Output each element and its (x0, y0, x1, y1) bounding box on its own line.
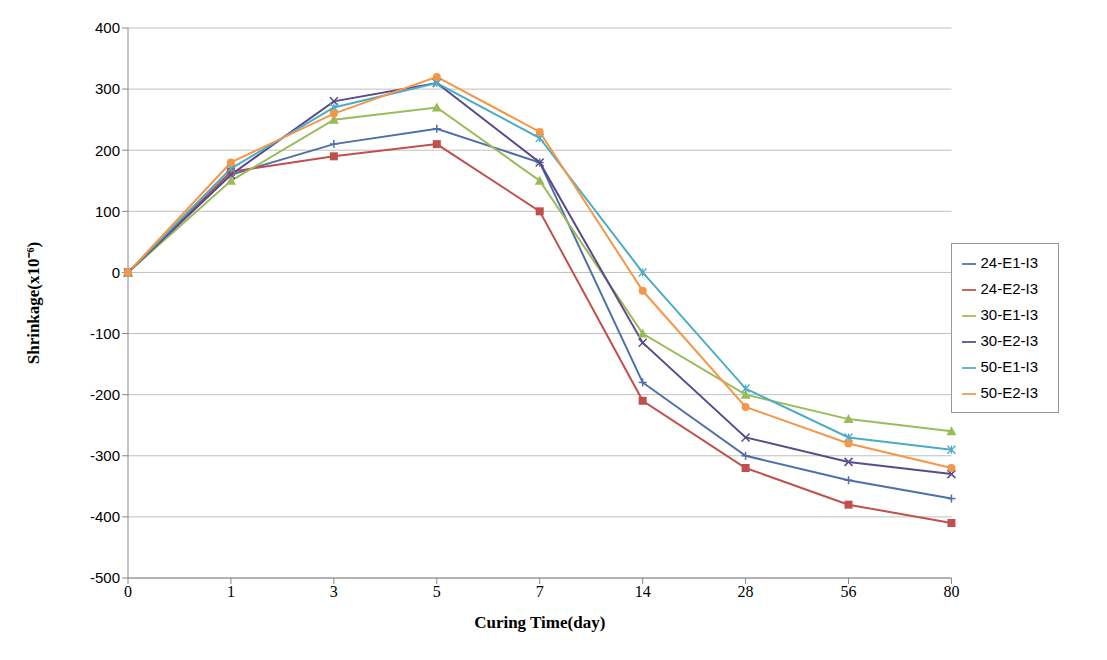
svg-text:-300: -300 (90, 447, 120, 464)
svg-text:14: 14 (635, 583, 651, 600)
svg-text:5: 5 (433, 583, 441, 600)
svg-text:Shrinkage(x10⁻⁶): Shrinkage(x10⁻⁶) (24, 242, 43, 365)
svg-text:-500: -500 (90, 569, 120, 586)
svg-text:300: 300 (95, 80, 120, 97)
svg-text:7: 7 (536, 583, 544, 600)
svg-text:-400: -400 (90, 508, 120, 525)
svg-text:0: 0 (112, 264, 120, 281)
svg-text:28: 28 (738, 583, 754, 600)
html-text:24-E2-I3: 24-E2-I3 (980, 280, 1038, 297)
svg-text:1: 1 (227, 583, 235, 600)
svg-text:-200: -200 (90, 386, 120, 403)
svg-text:100: 100 (95, 203, 120, 220)
svg-text:400: 400 (95, 19, 120, 36)
svg-text:80: 80 (943, 583, 959, 600)
svg-text:56: 56 (841, 583, 857, 600)
svg-text:0: 0 (124, 583, 132, 600)
svg-text:Curing Time(day): Curing Time(day) (474, 613, 605, 632)
svg-text:200: 200 (95, 142, 120, 159)
html-text:50-E1-I3: 50-E1-I3 (980, 358, 1038, 375)
html-text:30-E1-I3: 30-E1-I3 (980, 306, 1038, 323)
html-text:24-E1-I3: 24-E1-I3 (980, 254, 1038, 271)
svg-text:3: 3 (330, 583, 338, 600)
svg-text:-100: -100 (90, 325, 120, 342)
html-text:30-E2-I3: 30-E2-I3 (980, 332, 1038, 349)
html-text:50-E2-I3: 50-E2-I3 (980, 384, 1038, 401)
